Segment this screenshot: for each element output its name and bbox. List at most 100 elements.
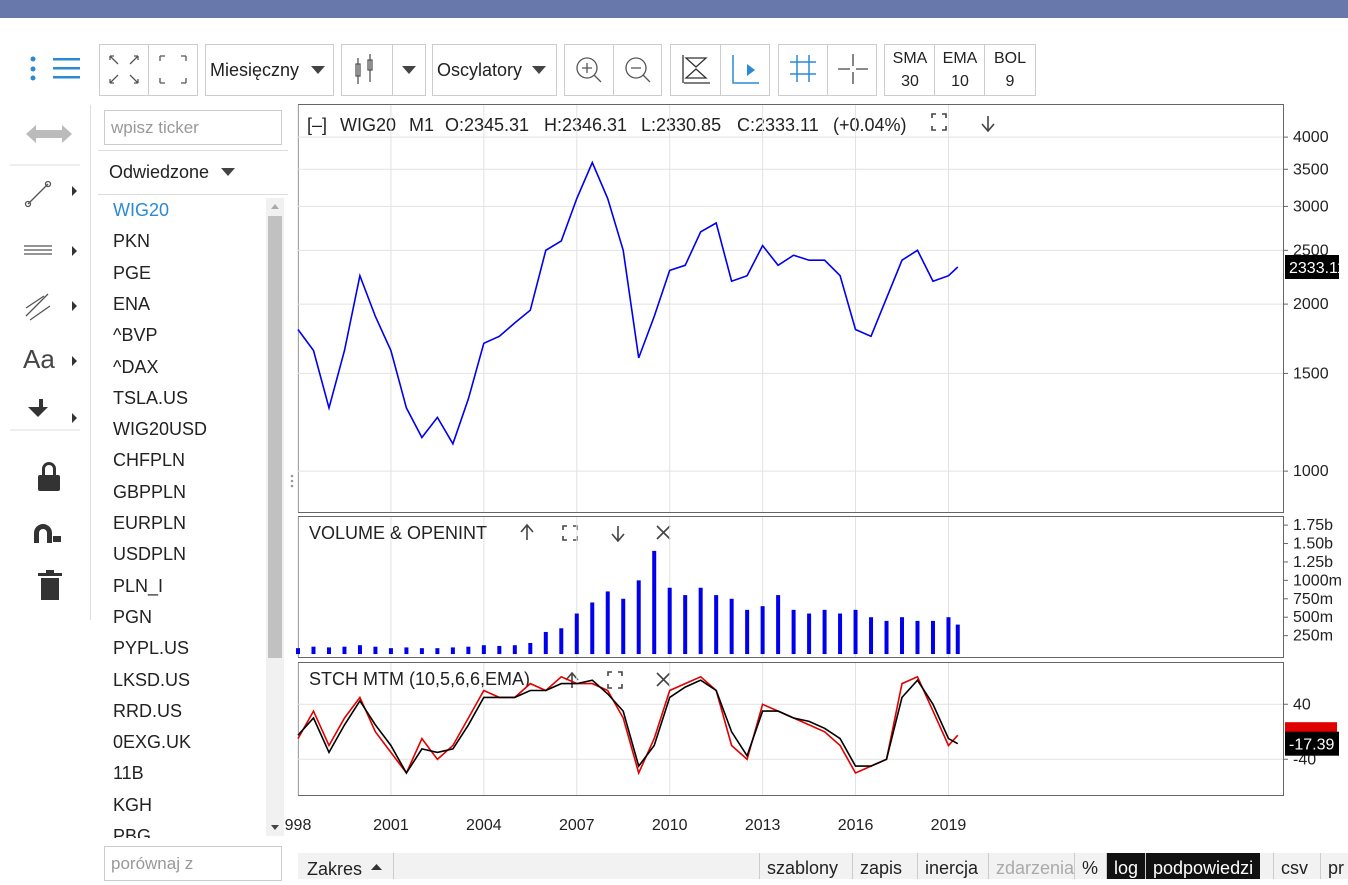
- volume-bar: [605, 591, 610, 655]
- volume-bar: [652, 550, 657, 655]
- ticker-item[interactable]: 11B: [113, 763, 144, 784]
- indicator-param[interactable]: 9: [1005, 73, 1015, 90]
- chart-type-dropdown[interactable]: [341, 44, 426, 96]
- ticker-item[interactable]: PGN: [113, 606, 153, 627]
- ticker-item[interactable]: ^DAX: [113, 356, 159, 377]
- bottom-button[interactable]: csv: [1273, 853, 1315, 879]
- divider: [98, 194, 288, 195]
- line-tool[interactable]: [27, 183, 49, 205]
- scroll-thumb[interactable]: [268, 216, 282, 658]
- data-line: [297, 675, 959, 776]
- fib-tool[interactable]: [25, 293, 51, 321]
- bottom-button[interactable]: %: [1074, 853, 1106, 879]
- volume-bar: [729, 598, 734, 655]
- pan-icon[interactable]: [26, 125, 72, 143]
- ticker-item[interactable]: ENA: [113, 293, 151, 314]
- indicator-name[interactable]: EMA: [942, 50, 978, 67]
- volume-bar: [481, 645, 486, 655]
- scroll-down[interactable]: [270, 822, 280, 832]
- y-tick-label: 1.75b: [1293, 517, 1333, 534]
- volume-bar: [807, 613, 812, 655]
- bottom-button[interactable]: szablony: [759, 853, 846, 879]
- hline-tool[interactable]: [24, 245, 52, 255]
- indicator-buttons[interactable]: [884, 44, 1036, 96]
- ticker-item[interactable]: KGH: [113, 794, 153, 815]
- ticker-item[interactable]: PBG: [113, 826, 152, 838]
- ticker-item[interactable]: RRD.US: [113, 700, 183, 721]
- interval[interactable]: Miesięczny: [210, 60, 300, 80]
- volume-bar: [714, 595, 719, 655]
- ticker-input[interactable]: wpisz ticker: [104, 110, 282, 145]
- y-tick-label: 4000: [1293, 129, 1329, 146]
- y-tick-label: 1.50b: [1293, 536, 1333, 553]
- ticker-item[interactable]: PYPL.US: [113, 638, 190, 659]
- y-tick-label: 3500: [1293, 161, 1329, 178]
- volume-bar: [528, 643, 533, 655]
- compare-input[interactable]: porównaj z: [104, 846, 282, 881]
- panel-icons[interactable]: [520, 113, 995, 689]
- header-low: L:2330.85: [641, 115, 721, 135]
- x-tick-label: 998: [285, 817, 312, 834]
- magnet-tool[interactable]: [34, 524, 52, 543]
- volume-bar: [590, 602, 595, 655]
- volume-bar: [574, 613, 579, 655]
- indicator-name[interactable]: SMA: [892, 50, 928, 67]
- ticker-list: WIG20 PKN PGE ENA ^BVP ^DAX TSLA.US WIG20USD CHF…: [98, 196, 288, 838]
- ticker-item[interactable]: TSLA.US: [113, 387, 189, 408]
- indicator-param[interactable]: 10: [951, 73, 969, 90]
- last-value-label: -17.39: [1289, 737, 1334, 754]
- divider: [393, 853, 394, 879]
- y-tick-label: 750m: [1293, 591, 1333, 608]
- interval-dropdown[interactable]: [205, 44, 334, 96]
- ticker-item[interactable]: WIG20USD: [113, 419, 208, 440]
- bottom-button[interactable]: podpowiedzi: [1145, 853, 1261, 879]
- scroll-up[interactable]: [270, 202, 280, 212]
- volume-bar: [404, 647, 409, 655]
- x-tick-label: 2001: [373, 817, 409, 834]
- bottom-button[interactable]: inercja: [917, 853, 986, 879]
- panel-title: STCH MTM (10,5,6,6,EMA): [309, 669, 530, 689]
- bottom-button[interactable]: zapis: [852, 853, 910, 879]
- delete-tool[interactable]: [41, 578, 59, 600]
- volume-bar: [296, 648, 300, 655]
- header-change: (+0.04%): [833, 115, 907, 135]
- x-tick-label: 2004: [466, 817, 502, 834]
- volume-bar: [435, 648, 440, 655]
- range-button[interactable]: Zakres: [307, 859, 363, 879]
- ticker-item[interactable]: WIG20: [113, 200, 170, 220]
- ticker-item[interactable]: GBPPLN: [113, 481, 187, 502]
- dropdown-arrow: [221, 168, 235, 176]
- menu-icon[interactable]: [30, 56, 81, 81]
- indicator-param[interactable]: 30: [901, 73, 919, 90]
- ticker-item[interactable]: CHFPLN: [113, 450, 186, 471]
- scrollbar: [266, 198, 284, 836]
- ticker-item[interactable]: USDPLN: [113, 544, 187, 565]
- ticker-item[interactable]: PLN_I: [113, 575, 164, 596]
- download-tool[interactable]: [28, 399, 48, 417]
- ticker-item[interactable]: LKSD.US: [113, 669, 191, 690]
- volume-bar: [698, 587, 703, 655]
- volume-bar: [326, 647, 331, 655]
- ticker-item[interactable]: EURPLN: [113, 513, 187, 533]
- x-tick-label: 2016: [838, 817, 874, 834]
- bottom-button[interactable]: log: [1106, 853, 1146, 879]
- visited-dropdown[interactable]: Odwiedzone: [109, 162, 210, 182]
- bottom-button[interactable]: pr: [1320, 853, 1348, 879]
- text-tool[interactable]: Aa: [23, 344, 55, 374]
- lock-tool[interactable]: [38, 475, 60, 491]
- volume-bar: [955, 624, 960, 655]
- ticker-item[interactable]: 0EXG.UK: [113, 732, 192, 753]
- tool-column: [10, 105, 91, 620]
- oscillators-dropdown[interactable]: [432, 44, 557, 96]
- ticker-item[interactable]: ^BVP: [113, 325, 158, 346]
- volume-bar: [466, 646, 471, 655]
- indicator-name[interactable]: BOL: [993, 50, 1026, 67]
- y-tick-label: 1000: [1293, 463, 1329, 480]
- last-value-tag: [1285, 254, 1339, 279]
- volume-bar: [884, 620, 889, 655]
- oscillators[interactable]: Oscylatory: [437, 60, 523, 80]
- volume-bar: [900, 617, 905, 655]
- x-tick-label: 2010: [652, 817, 688, 834]
- ticker-item[interactable]: PGE: [113, 262, 152, 283]
- ticker-item[interactable]: PKN: [113, 231, 151, 252]
